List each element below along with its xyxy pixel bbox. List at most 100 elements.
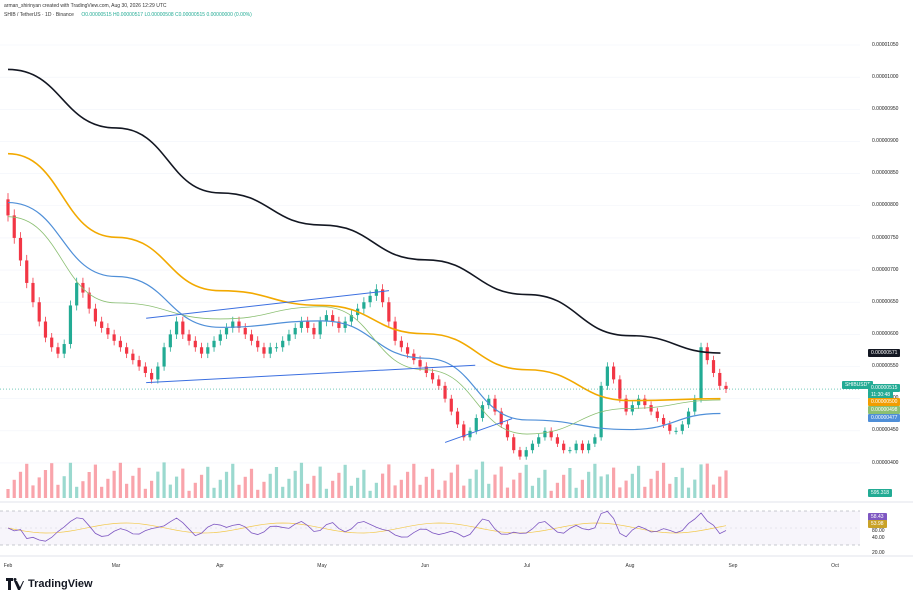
- candle-body: [530, 443, 535, 451]
- rsi-level-label: 80.00: [872, 528, 885, 534]
- volume-bar: [437, 489, 441, 498]
- candle-body: [150, 372, 154, 380]
- candle-body: [218, 334, 222, 341]
- volume-bar: [549, 490, 553, 498]
- volume-bar: [362, 469, 366, 498]
- time-axis-label: Feb: [3, 563, 13, 569]
- candle-body: [718, 372, 722, 386]
- candle-body: [593, 437, 597, 444]
- candle-body: [18, 237, 23, 261]
- volume-bar: [480, 461, 485, 498]
- volume-bar: [62, 476, 66, 498]
- candle-body: [12, 215, 16, 238]
- volume-bar: [624, 480, 628, 498]
- countdown-tag: 11:30:48: [868, 391, 894, 399]
- trendline: [146, 364, 476, 384]
- candle-body: [368, 295, 372, 303]
- candle-body: [131, 353, 135, 361]
- candle-body: [643, 398, 647, 406]
- candle-body: [43, 321, 48, 338]
- time-axis-label: Jun: [420, 563, 430, 569]
- volume-bar: [530, 485, 535, 498]
- volume-bar: [174, 476, 179, 498]
- volume-bar: [37, 477, 41, 498]
- candle-body: [393, 321, 397, 341]
- volume-bar: [156, 471, 160, 498]
- volume-bar: [505, 487, 510, 498]
- volume-bar: [493, 474, 497, 498]
- candle-body: [362, 302, 366, 309]
- volume-bar: [430, 468, 435, 498]
- candle-body: [549, 430, 553, 438]
- rsi-level-label: 20.00: [872, 550, 885, 556]
- candle-body: [480, 405, 485, 418]
- candle-body: [256, 340, 260, 348]
- volume-bar: [181, 468, 185, 498]
- volume-bar: [324, 488, 329, 498]
- volume-bar: [100, 486, 104, 498]
- ma100-value-tag: 0.00000477: [868, 414, 901, 422]
- moving-average-line: [7, 152, 721, 402]
- volume-bar: [274, 467, 279, 498]
- volume-bar: [405, 471, 410, 498]
- price-axis-label: 0.00001000: [872, 74, 899, 80]
- time-axis-label: Sep: [728, 563, 738, 569]
- volume-bar: [524, 464, 528, 498]
- volume-bar: [381, 473, 385, 498]
- volume-bar: [724, 470, 728, 498]
- volume-bar: [224, 471, 229, 498]
- volume-bar: [424, 476, 428, 498]
- candle-body: [686, 411, 691, 425]
- volume-bar: [612, 467, 616, 498]
- volume-value-tag: 595.318: [868, 489, 893, 497]
- candle-body: [50, 337, 54, 348]
- volume-bar: [356, 477, 360, 498]
- candle-body: [405, 347, 410, 354]
- volume-bar: [212, 487, 216, 498]
- candle-body: [412, 353, 416, 361]
- symbol-name[interactable]: SHIB / TetherUS · 1D · Binance: [4, 12, 74, 18]
- volume-bar: [193, 482, 197, 498]
- tradingview-logo[interactable]: TradingView: [6, 578, 93, 590]
- candle-body: [518, 450, 522, 457]
- chart-attribution: arman_shirinyan created with TradingView…: [4, 3, 167, 9]
- volume-bar: [318, 466, 322, 498]
- candle-body: [293, 327, 297, 335]
- price-axis-label: 0.00000800: [872, 202, 899, 208]
- candle-body: [318, 321, 322, 335]
- candle-body: [199, 347, 204, 354]
- moving-average-line: [7, 68, 721, 354]
- volume-bar: [512, 479, 516, 498]
- candle-body: [668, 424, 672, 431]
- volume-bar: [106, 478, 110, 498]
- volume-bar: [125, 483, 129, 498]
- candle-body: [100, 321, 104, 328]
- candle-body: [418, 360, 422, 367]
- price-axis-label: 0.00000750: [872, 235, 899, 241]
- candle-body: [674, 430, 678, 432]
- moving-average-line: [7, 216, 721, 435]
- volume-bar: [661, 462, 666, 498]
- volume-bar: [299, 462, 304, 498]
- volume-bar: [287, 478, 291, 498]
- volume-bar: [12, 479, 16, 498]
- volume-bar: [331, 480, 335, 498]
- volume-bar: [487, 483, 491, 498]
- price-axis-label: 0.00000950: [872, 106, 899, 112]
- candle-body: [306, 321, 310, 328]
- candle-body: [81, 282, 85, 293]
- candle-body: [31, 282, 35, 303]
- volume-bar: [399, 479, 403, 498]
- candle-body: [430, 372, 435, 380]
- volume-bar: [562, 474, 566, 498]
- volume-bar: [468, 478, 472, 498]
- candle-body: [299, 321, 304, 328]
- volume-bar: [150, 480, 154, 498]
- volume-bar: [693, 479, 697, 498]
- candle-body: [661, 417, 666, 425]
- volume-bar: [543, 469, 547, 498]
- candle-body: [705, 347, 709, 361]
- volume-bar: [537, 477, 541, 498]
- volume-bar: [705, 463, 709, 498]
